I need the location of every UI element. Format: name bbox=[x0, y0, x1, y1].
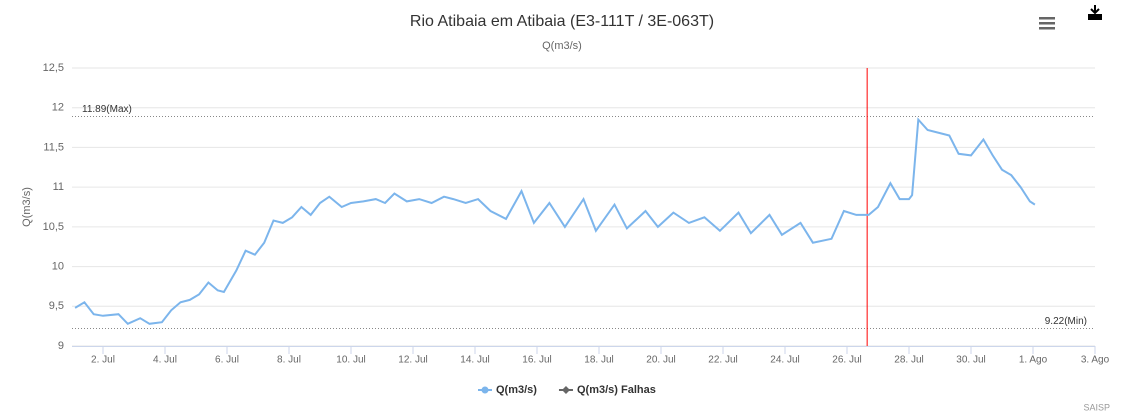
y-tick-label: 11,5 bbox=[43, 141, 64, 153]
x-tick-label: 8. Jul bbox=[277, 355, 301, 366]
x-tick-label: 20. Jul bbox=[646, 355, 675, 366]
x-tick-label: 14. Jul bbox=[460, 355, 489, 366]
y-tick-label: 12,5 bbox=[43, 62, 64, 74]
y-tick-label: 12 bbox=[52, 102, 64, 114]
plot-line-label: 11.89(Max) bbox=[82, 104, 132, 115]
chart-title: Rio Atibaia em Atibaia (E3-111T / 3E-063… bbox=[410, 13, 714, 30]
x-tick-label: 10. Jul bbox=[336, 355, 365, 366]
y-tick-label: 9,5 bbox=[49, 300, 64, 312]
y-tick-label: 11 bbox=[53, 181, 64, 193]
x-tick-label: 3. Ago bbox=[1081, 355, 1110, 366]
x-tick-label: 6. Jul bbox=[215, 355, 239, 366]
x-tick-label: 16. Jul bbox=[522, 355, 551, 366]
y-tick-label: 10,5 bbox=[43, 221, 64, 233]
x-tick-label: 12. Jul bbox=[398, 355, 427, 366]
x-tick-label: 24. Jul bbox=[770, 355, 799, 366]
x-tick-label: 30. Jul bbox=[956, 355, 985, 366]
x-tick-label: 1. Ago bbox=[1019, 355, 1048, 366]
x-tick-label: 26. Jul bbox=[832, 355, 861, 366]
x-tick-label: 4. Jul bbox=[153, 355, 177, 366]
y-tick-label: 10 bbox=[52, 260, 64, 272]
x-tick-label: 2. Jul bbox=[91, 355, 115, 366]
credits: SAISP bbox=[1083, 402, 1110, 412]
plot-line-label: 9.22(Min) bbox=[1045, 316, 1087, 327]
download-button[interactable] bbox=[1088, 5, 1102, 20]
legend-label: Q(m3/s) bbox=[496, 384, 537, 396]
data-line bbox=[74, 117, 1036, 326]
legend-symbol bbox=[481, 386, 489, 394]
legend-symbol bbox=[561, 386, 570, 394]
x-tick-label: 28. Jul bbox=[894, 355, 923, 366]
y-tick-label: 9 bbox=[58, 340, 64, 352]
x-tick-label: 18. Jul bbox=[584, 355, 613, 366]
y-axis-title: Q(m3/s) bbox=[21, 187, 33, 227]
chart-subtitle: Q(m3/s) bbox=[542, 40, 582, 52]
menu-button[interactable] bbox=[1039, 17, 1055, 30]
x-tick-label: 22. Jul bbox=[708, 355, 737, 366]
legend-label: Q(m3/s) Falhas bbox=[577, 384, 656, 396]
